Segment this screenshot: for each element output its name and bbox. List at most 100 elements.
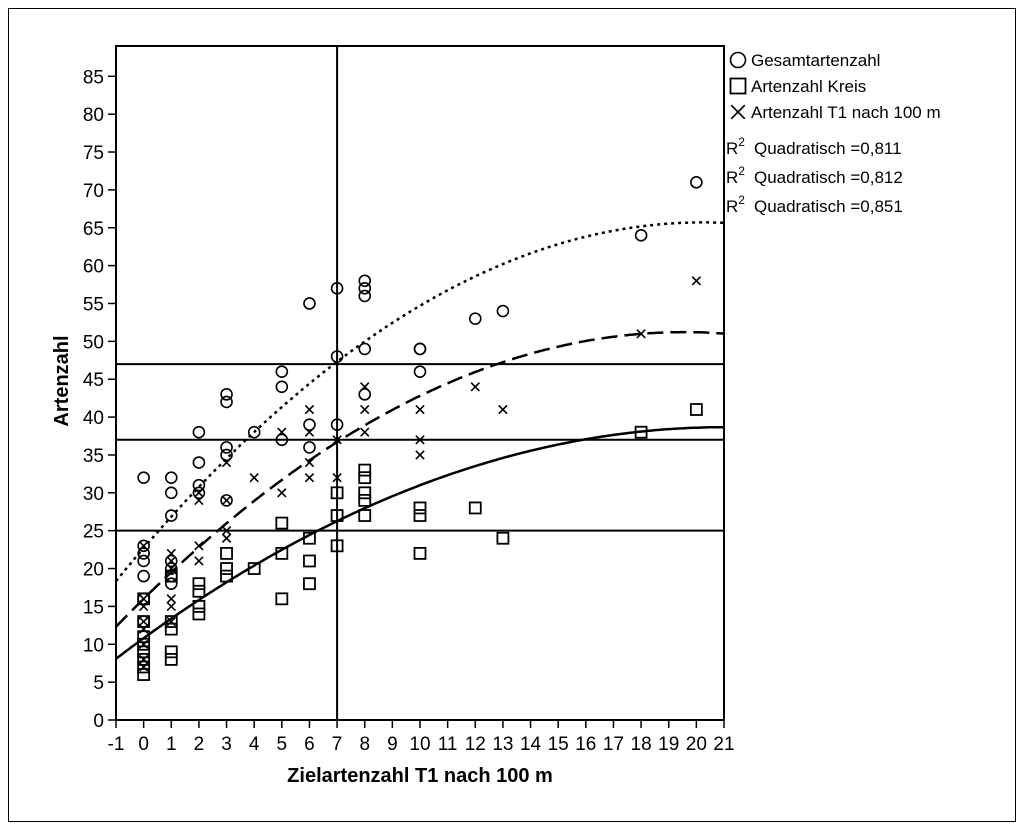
y-tick-label: 75 bbox=[83, 143, 104, 164]
data-point-square bbox=[192, 577, 206, 591]
data-point-cross bbox=[221, 495, 232, 506]
data-point-circle bbox=[164, 554, 178, 568]
r2-label: R2 Quadratisch =0,811 bbox=[726, 135, 902, 158]
legend-symbol-circle bbox=[729, 51, 747, 69]
data-point-circle bbox=[137, 569, 150, 583]
data-point-square bbox=[192, 600, 206, 613]
data-point-cross bbox=[277, 427, 287, 437]
reference-lines bbox=[116, 46, 724, 720]
data-point-circle bbox=[220, 388, 233, 401]
y-tick-label: 40 bbox=[83, 408, 104, 429]
x-tick-label: 16 bbox=[575, 734, 596, 755]
data-point-square bbox=[413, 509, 427, 522]
data-point-circle bbox=[358, 342, 372, 356]
data-point-square bbox=[164, 653, 178, 666]
data-point-cross bbox=[415, 435, 425, 445]
x-axis-ticks: -1 0 1 2 3 4 5 6 7 8 9 10 11 12 13 14 15 16 17 18 19 20 21 bbox=[108, 720, 735, 755]
y-tick-label: 20 bbox=[83, 560, 104, 581]
data-point-square bbox=[358, 463, 372, 477]
data-point-circle bbox=[468, 312, 482, 325]
data-point-cross bbox=[221, 533, 232, 543]
data-point-circle bbox=[220, 448, 233, 462]
data-point-square bbox=[137, 660, 151, 674]
data-point-square bbox=[358, 471, 372, 485]
data-point-cross bbox=[166, 601, 176, 612]
data-point-circle bbox=[690, 176, 703, 189]
data-point-circle bbox=[634, 229, 648, 242]
data-point-circle bbox=[137, 539, 150, 553]
data-point-cross bbox=[304, 427, 315, 437]
data-point-square bbox=[634, 425, 648, 439]
data-point-cross bbox=[415, 450, 425, 460]
data-point-cross bbox=[166, 616, 176, 627]
data-point-cross bbox=[194, 556, 204, 566]
x-tick-label: 0 bbox=[138, 734, 149, 755]
x-tick-label: 8 bbox=[359, 734, 370, 755]
data-point-square bbox=[303, 554, 316, 568]
data-point-circle bbox=[330, 350, 344, 363]
data-point-circle bbox=[358, 274, 372, 288]
x-tick-label: 1 bbox=[166, 734, 177, 755]
x-tick-label: -1 bbox=[108, 734, 125, 755]
y-tick-label: 10 bbox=[83, 635, 104, 656]
data-point-circle bbox=[220, 441, 233, 454]
data-point-square bbox=[330, 486, 344, 500]
x-tick-label: 21 bbox=[713, 734, 734, 755]
x-tick-label: 18 bbox=[631, 734, 652, 755]
data-point-circle bbox=[330, 282, 344, 295]
data-point-square bbox=[137, 653, 151, 666]
data-point-circle bbox=[137, 471, 150, 484]
data-point-square bbox=[220, 569, 233, 583]
y-tick-label: 85 bbox=[83, 67, 104, 88]
data-point-cross bbox=[470, 382, 480, 392]
x-tick-label: 11 bbox=[438, 734, 458, 755]
data-point-square bbox=[164, 615, 178, 628]
data-point-cross bbox=[138, 616, 149, 627]
x-tick-label: 14 bbox=[520, 734, 542, 755]
y-tick-label: 55 bbox=[83, 294, 104, 315]
data-point-cross bbox=[332, 472, 342, 483]
data-point-circle bbox=[275, 433, 289, 447]
data-point-square bbox=[220, 546, 233, 560]
data-point-circle bbox=[164, 509, 178, 522]
data-point-cross bbox=[304, 472, 315, 483]
y-tick-label: 30 bbox=[83, 484, 104, 505]
y-tick-label: 35 bbox=[83, 446, 104, 467]
plot-area-border bbox=[115, 45, 725, 721]
data-point-cross bbox=[249, 472, 259, 483]
data-point-cross bbox=[360, 427, 370, 437]
x-tick-label: 4 bbox=[249, 734, 260, 755]
x-tick-label: 20 bbox=[686, 734, 707, 755]
data-point-cross bbox=[277, 488, 287, 498]
x-tick-label: 15 bbox=[548, 734, 569, 755]
x-tick-label: 2 bbox=[194, 734, 205, 755]
data-point-square bbox=[275, 516, 289, 530]
data-point-circle bbox=[164, 471, 178, 484]
y-tick-label: 5 bbox=[93, 673, 104, 694]
data-point-cross bbox=[138, 639, 149, 649]
data-point-circle bbox=[330, 418, 344, 431]
data-point-cross bbox=[415, 404, 425, 415]
data-point-square bbox=[413, 501, 427, 515]
data-point-square bbox=[358, 486, 372, 500]
data-point-circle bbox=[358, 289, 372, 303]
data-point-square bbox=[358, 509, 372, 522]
data-point-cross bbox=[138, 624, 149, 634]
data-point-cross bbox=[498, 404, 508, 415]
data-point-cross bbox=[138, 662, 149, 672]
y-tick-label: 15 bbox=[83, 597, 104, 618]
y-tick-label: 70 bbox=[83, 181, 104, 202]
data-point-square bbox=[137, 592, 151, 606]
y-axis-title: Artenzahl bbox=[51, 335, 73, 426]
data-point-square bbox=[137, 630, 151, 644]
x-tick-label: 12 bbox=[465, 734, 486, 755]
data-point-circle bbox=[303, 441, 316, 454]
y-tick-label: 65 bbox=[83, 219, 104, 240]
data-point-circle bbox=[247, 425, 261, 439]
data-point-cross bbox=[138, 594, 149, 604]
data-point-square bbox=[413, 546, 427, 560]
data-point-cross bbox=[691, 276, 702, 286]
r2-label: R2 Quadratisch =0,812 bbox=[726, 164, 903, 187]
data-point-square bbox=[192, 584, 206, 598]
